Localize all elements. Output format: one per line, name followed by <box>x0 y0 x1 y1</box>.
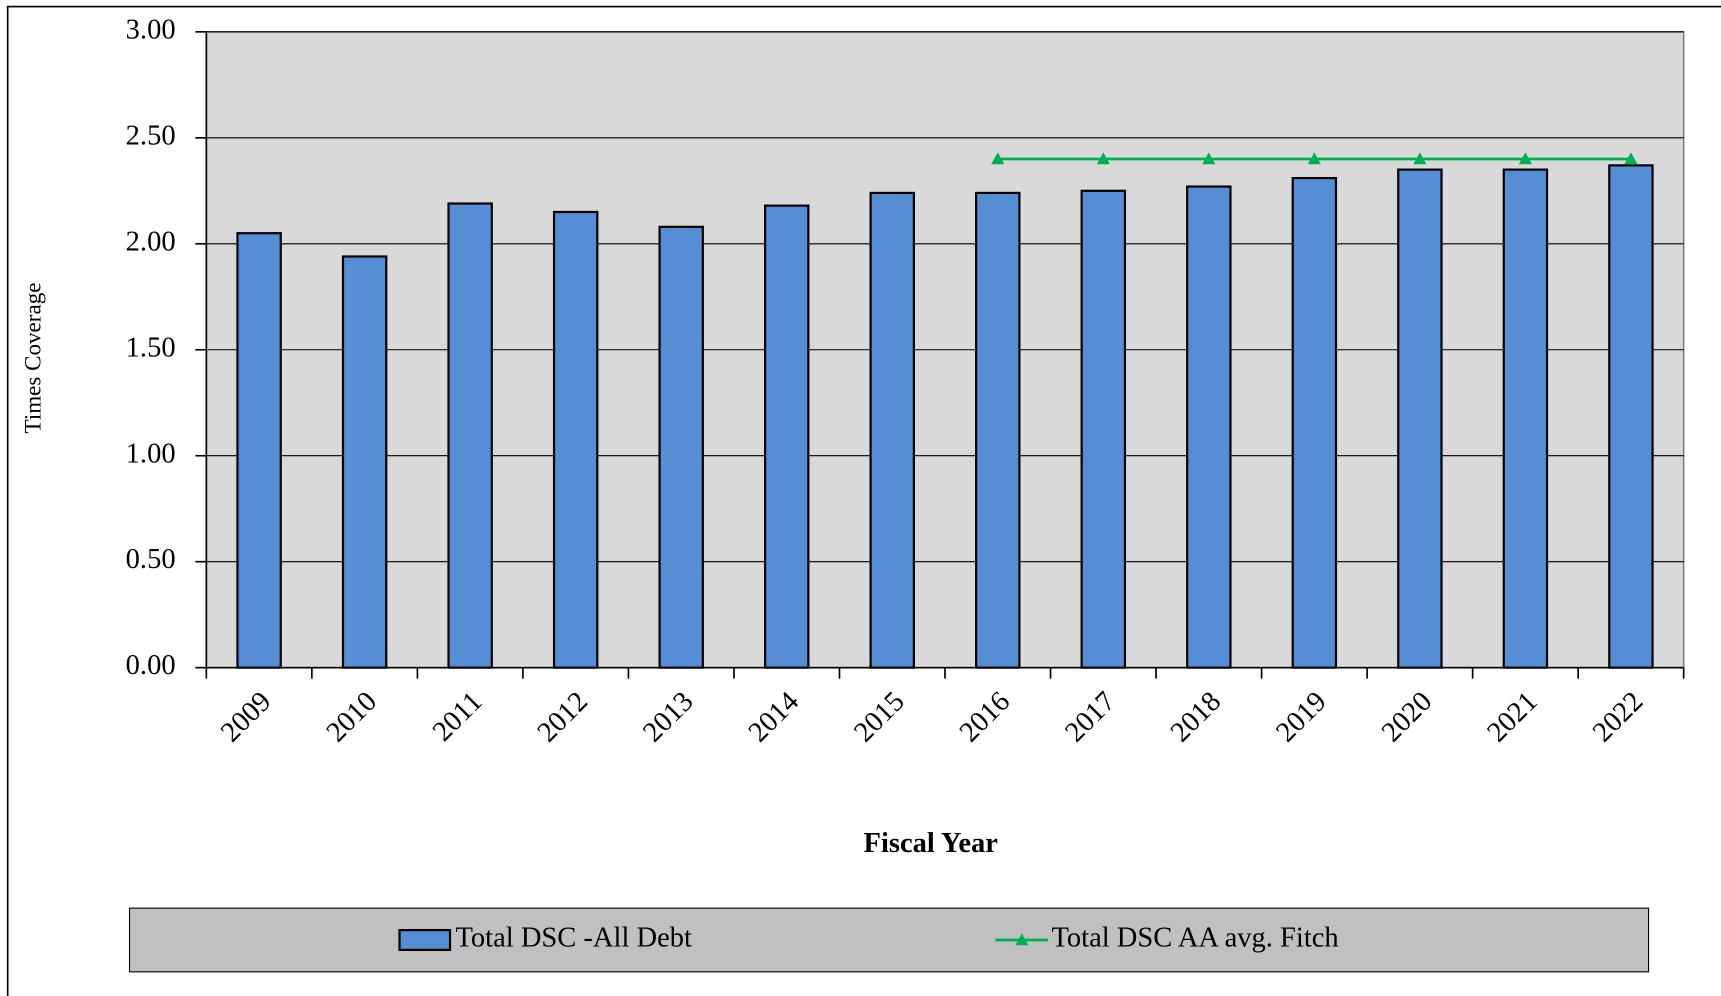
bar <box>658 225 704 669</box>
bar <box>341 255 388 669</box>
chart-frame <box>6 5 1721 996</box>
bar <box>763 204 810 669</box>
x-tick-label: 2020 <box>1376 686 1438 748</box>
legend-swatch <box>398 929 452 951</box>
x-tick-label: 2010 <box>321 686 383 748</box>
bar <box>1502 168 1549 669</box>
bar <box>552 210 599 669</box>
legend-label: Total DSC AA avg. Fitch <box>1051 923 1338 954</box>
x-tick-label: 2021 <box>1481 686 1543 748</box>
line-marker <box>1413 152 1427 165</box>
x-tick-label: 2019 <box>1270 686 1332 748</box>
bar <box>1397 168 1443 669</box>
legend-label: Total DSC -All Debt <box>455 923 692 954</box>
line-marker <box>1307 152 1321 165</box>
line-marker <box>1202 152 1216 165</box>
line-marker <box>1096 152 1110 165</box>
x-axis-title: Fiscal Year <box>864 828 999 859</box>
bar <box>1080 189 1127 669</box>
bar <box>236 232 282 669</box>
y-tick-label: 3.00 <box>126 14 176 45</box>
y-tick-label: 2.00 <box>126 226 176 257</box>
legend <box>128 907 1650 973</box>
bar <box>869 191 915 669</box>
bar <box>1608 164 1654 669</box>
x-tick-label: 2012 <box>532 686 594 748</box>
x-tick-label: 2009 <box>215 686 277 748</box>
legend-swatch-marker <box>1015 933 1029 946</box>
y-tick-label: 0.50 <box>126 544 176 575</box>
x-tick-label: 2015 <box>848 686 910 748</box>
bar <box>447 202 493 669</box>
bar <box>1291 176 1338 669</box>
y-tick-label: 0.00 <box>126 650 176 681</box>
x-tick-label: 2022 <box>1587 686 1649 748</box>
y-tick-label: 1.00 <box>126 438 176 469</box>
bar <box>1186 185 1232 669</box>
line-marker <box>1624 152 1638 165</box>
y-tick-label: 2.50 <box>126 120 176 151</box>
x-tick-label: 2011 <box>427 686 489 748</box>
line-marker <box>991 152 1005 165</box>
line-marker <box>1518 152 1532 165</box>
y-axis-title: Times Coverage <box>19 283 45 434</box>
x-tick-label: 2013 <box>637 686 699 748</box>
x-tick-label: 2016 <box>954 686 1016 748</box>
bar <box>975 191 1021 669</box>
x-tick-label: 2018 <box>1165 686 1227 748</box>
y-tick-label: 1.50 <box>126 332 176 363</box>
x-tick-label: 2014 <box>743 686 805 748</box>
x-tick-label: 2017 <box>1059 686 1121 748</box>
